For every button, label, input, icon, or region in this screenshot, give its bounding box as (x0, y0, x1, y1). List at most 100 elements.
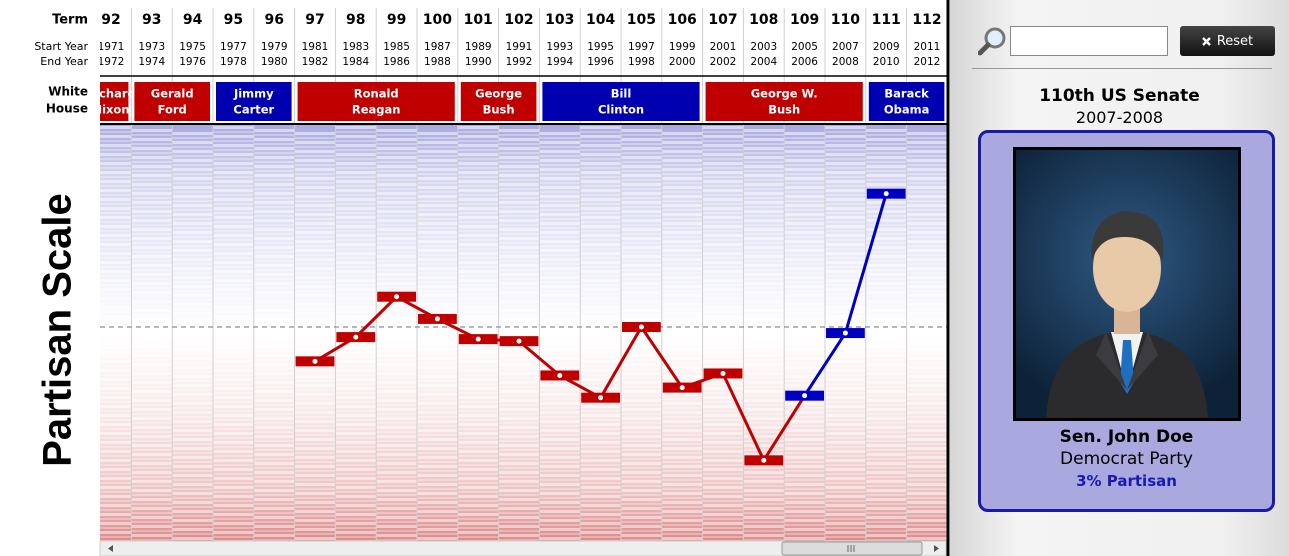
end-year: 2004 (750, 56, 777, 68)
heat-texture (499, 128, 540, 544)
marker-dot (680, 385, 685, 390)
marker-dot (517, 339, 522, 344)
term-number: 105 (627, 12, 656, 28)
term-number: 97 (305, 12, 324, 28)
term-number: 92 (101, 12, 120, 28)
marker-dot (598, 395, 603, 400)
start-year: 1997 (628, 41, 655, 53)
senator-photo (1013, 147, 1241, 421)
scroll-thumb[interactable] (782, 542, 922, 555)
term-number: 109 (790, 12, 819, 28)
term-number: 111 (872, 12, 901, 28)
term-number: 106 (668, 12, 697, 28)
end-year: 1982 (302, 56, 329, 68)
end-year: 1976 (179, 56, 206, 68)
president-name: Jimmy (233, 87, 274, 101)
heat-texture (621, 128, 662, 544)
end-year: 2000 (669, 56, 696, 68)
end-year: 1974 (138, 56, 165, 68)
end-year: 1994 (546, 56, 573, 68)
president-name: Bill (611, 87, 632, 101)
term-number: 103 (545, 12, 574, 28)
term-number: 96 (264, 12, 283, 28)
start-year: 1975 (179, 41, 206, 53)
term-number: 93 (142, 12, 161, 28)
marker-dot (435, 316, 440, 321)
senator-partisan: 3% Partisan (981, 472, 1272, 490)
heat-texture (131, 128, 172, 544)
end-year-label: End Year (40, 55, 88, 68)
marker-dot (476, 337, 481, 342)
heat-texture (376, 128, 417, 544)
end-year: 1998 (628, 56, 655, 68)
senator-party: Democrat Party (981, 449, 1272, 469)
marker-dot (313, 359, 318, 364)
start-year: 1989 (465, 41, 492, 53)
term-number: 95 (224, 12, 243, 28)
heat-texture (91, 125, 132, 541)
start-year: 2009 (873, 41, 900, 53)
end-year: 1990 (465, 56, 492, 68)
term-number: 102 (504, 12, 533, 28)
partisan-chart: Term Start Year End Year White House Par… (0, 0, 950, 556)
heat-texture (295, 131, 336, 547)
marker-dot (721, 371, 726, 376)
start-year-label: Start Year (34, 40, 88, 53)
senate-years: 2007-2008 (950, 108, 1289, 127)
marker-dot (639, 325, 644, 330)
start-year: 1973 (138, 41, 165, 53)
heat-texture (703, 125, 744, 541)
term-number: 110 (831, 12, 860, 28)
search-input[interactable] (1010, 26, 1168, 56)
term-number: 107 (708, 12, 737, 28)
end-year: 2010 (873, 56, 900, 68)
president-name: Clinton (598, 103, 644, 117)
start-year: 2007 (832, 41, 859, 53)
start-year: 2003 (750, 41, 777, 53)
heat-texture (213, 125, 254, 541)
heat-texture (539, 131, 580, 547)
marker-dot (802, 393, 807, 398)
detail-panel: Reset 110th US Senate 2007-2008 Sen. Joh… (950, 0, 1289, 556)
heat-texture (417, 131, 458, 547)
heat-texture (172, 131, 213, 547)
end-year: 2008 (832, 56, 859, 68)
term-number: 112 (912, 12, 941, 28)
marker-dot (394, 294, 399, 299)
senate-title: 110th US Senate (950, 86, 1289, 106)
president-name: Barack (884, 87, 929, 101)
reset-label: Reset (1217, 34, 1253, 49)
white-house-label: White (48, 85, 88, 99)
president-name: Ronald (354, 87, 399, 101)
reset-button[interactable]: Reset (1180, 26, 1275, 56)
end-year: 1996 (587, 56, 614, 68)
president-name: Bush (483, 103, 515, 117)
president-name: Gerald (151, 87, 194, 101)
start-year: 1979 (261, 41, 288, 53)
scrollbar[interactable] (100, 541, 946, 556)
end-year: 1980 (261, 56, 288, 68)
start-year: 1999 (669, 41, 696, 53)
end-year: 1984 (342, 56, 369, 68)
marker-dot (557, 373, 562, 378)
start-year: 2001 (710, 41, 737, 53)
columns: 9219711972931973197494197519769519771978… (86, 8, 948, 547)
end-year: 1972 (98, 56, 125, 68)
avatar (1016, 150, 1238, 418)
search-icon (978, 26, 1008, 56)
senator-name: Sen. John Doe (981, 427, 1272, 447)
start-year: 1983 (342, 41, 369, 53)
start-year: 1977 (220, 41, 247, 53)
start-year: 1991 (506, 41, 533, 53)
term-number: 94 (183, 12, 203, 28)
president-name: Ford (158, 103, 187, 117)
heat-texture (662, 131, 703, 547)
heat-texture (580, 125, 621, 541)
president-name: Bush (768, 103, 800, 117)
senator-card: Sen. John Doe Democrat Party 3% Partisan (978, 130, 1275, 512)
end-year: 1978 (220, 56, 247, 68)
axis-label: Partisan Scale (36, 193, 80, 467)
end-year: 1986 (383, 56, 410, 68)
president-name: Nixon (92, 103, 129, 117)
reset-icon (1202, 37, 1211, 46)
